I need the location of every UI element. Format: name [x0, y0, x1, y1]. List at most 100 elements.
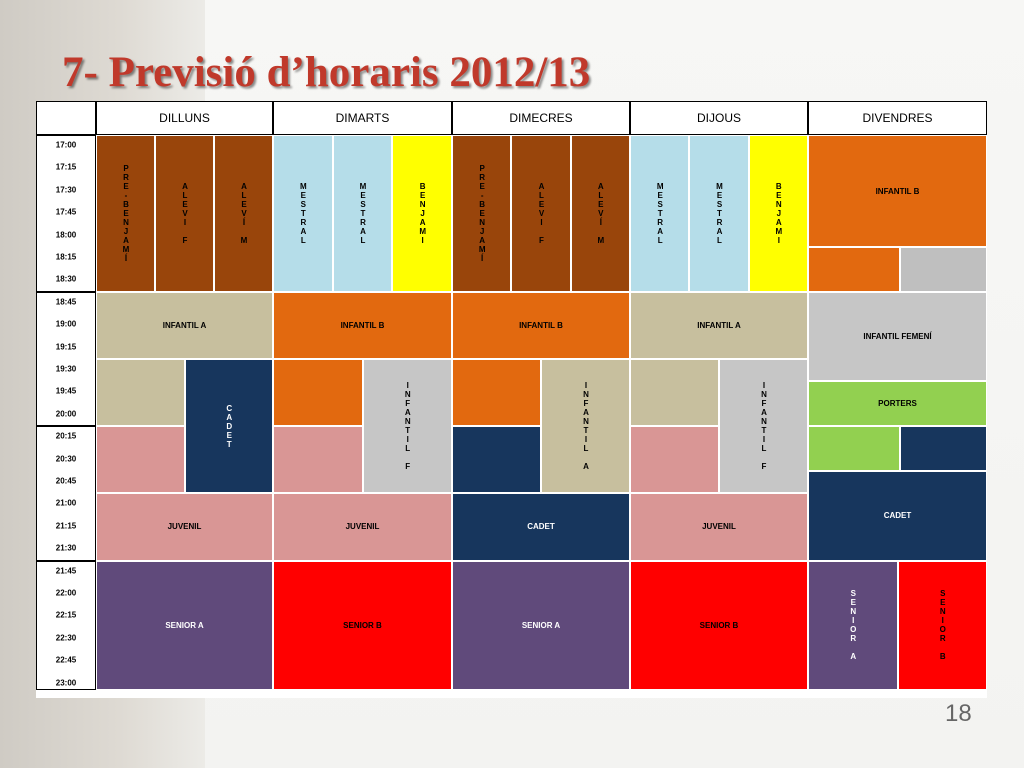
time-label: 21:45 — [55, 566, 77, 576]
infantil-b-block: INFANTIL B — [273, 291, 452, 359]
infantil-f-block: INFANTIL F — [362, 359, 452, 494]
time-label: 18:30 — [55, 274, 77, 284]
time-label: 17:00 — [55, 140, 77, 150]
pre-benjami-block: PRE-BENJAMÍ — [96, 135, 155, 292]
infantil-a-block-label: INFANTIL A — [581, 381, 591, 472]
juvenil-block-main-label: JUVENIL — [345, 522, 380, 532]
mestral-block-label: MESTRAL — [358, 181, 368, 245]
cadet-block-main: CADET — [808, 471, 987, 561]
alevi-m-block-label: ALEVÍ M — [596, 181, 606, 245]
schedule-table: DILLUNS DIMARTS DIMECRES DIJOUS DIVENDRES 17:… — [36, 101, 987, 698]
day-header-dimarts-label: DIMARTS — [335, 111, 390, 125]
senior-a-block-label: SENIOR A — [848, 589, 858, 662]
time-label: 21:15 — [55, 521, 77, 531]
benjami-block: BENJAMI — [748, 135, 808, 292]
juvenil-block-main-label: JUVENIL — [167, 522, 202, 532]
infantil-b-block-label: INFANTIL B — [519, 320, 563, 330]
infantil-b-block: INFANTIL B — [808, 135, 987, 247]
day-header-divendres-label: DIVENDRES — [862, 111, 933, 125]
day-header-dilluns: DILLUNS — [96, 101, 273, 135]
infantil-femeni-block-label: INFANTIL FEMENÍ — [863, 332, 932, 342]
infantil-a-block-label: INFANTIL A — [697, 320, 741, 330]
juvenil-block — [273, 426, 363, 494]
cadet-block-main-label: CADET — [883, 511, 912, 521]
mestral-block: MESTRAL — [332, 135, 393, 292]
mestral-block: MESTRAL — [689, 135, 749, 292]
time-label: 19:45 — [55, 386, 77, 396]
header-corner — [36, 101, 96, 135]
benjami-block: BENJAMI — [392, 135, 452, 292]
juvenil-block-main: JUVENIL — [96, 493, 273, 561]
infantil-a-block-lower — [96, 359, 185, 427]
senior-a-block: SENIOR A — [452, 560, 630, 690]
day-header-dijous-label: DIJOUS — [696, 111, 741, 125]
time-block-1 — [36, 135, 96, 292]
alevi-f-block-label: ALEVI F — [180, 181, 190, 245]
time-label: 18:45 — [55, 297, 77, 307]
alevi-m-block: ALEVÍ M — [214, 135, 273, 292]
time-label: 19:30 — [55, 364, 77, 374]
pre-benjami-block-label: PRE-BENJAMÍ — [477, 163, 487, 263]
senior-b-block: SENIOR B — [897, 560, 987, 690]
juvenil-block — [630, 426, 719, 494]
infantil-b-block-label: INFANTIL B — [340, 320, 385, 330]
alevi-f-block-label: ALEVI F — [536, 181, 546, 245]
day-header-dilluns-label: DILLUNS — [159, 111, 210, 125]
infantil-f-block-label: INFANTIL F — [759, 381, 769, 472]
time-label: 17:45 — [55, 207, 77, 217]
time-label: 17:30 — [55, 185, 77, 195]
juvenil-block-main-label: JUVENIL — [702, 522, 736, 532]
senior-a-block-label: SENIOR A — [165, 620, 204, 630]
infantil-b-block-lower — [273, 359, 363, 427]
cadet-block-notch — [900, 426, 987, 471]
senior-a-block-label: SENIOR A — [521, 620, 561, 630]
time-label: 17:15 — [55, 162, 77, 172]
time-label: 20:45 — [55, 476, 77, 486]
alevi-m-block-label: ALEVÍ M — [239, 181, 249, 245]
infantil-b-block-lower — [808, 247, 901, 292]
time-label: 19:15 — [55, 342, 77, 352]
infantil-a-block: INFANTIL A — [541, 359, 630, 494]
day-header-divendres: DIVENDRES — [808, 101, 987, 135]
time-label: 22:00 — [55, 588, 77, 598]
porters-block-lower — [808, 426, 901, 471]
time-label: 19:00 — [55, 319, 77, 329]
senior-b-block-label: SENIOR B — [938, 589, 948, 662]
time-label: 21:30 — [55, 543, 77, 553]
time-block-3 — [36, 426, 96, 561]
cadet-block-label: CADET — [224, 403, 234, 449]
time-label: 21:00 — [55, 498, 77, 508]
day-header-dimecres-label: DIMECRES — [509, 111, 573, 125]
infantil-b-block-label: INFANTIL B — [875, 186, 920, 196]
time-block-2 — [36, 291, 96, 427]
gray-filler — [900, 247, 987, 292]
juvenil-block-main: JUVENIL — [273, 493, 452, 561]
alevi-m-block: ALEVÍ M — [570, 135, 630, 292]
page-number: 18 — [945, 700, 972, 727]
time-label: 22:45 — [55, 655, 77, 665]
infantil-b-block: INFANTIL B — [452, 291, 630, 359]
mestral-block-label: MESTRAL — [655, 181, 665, 245]
mestral-block: MESTRAL — [630, 135, 690, 292]
infantil-b-block-lower — [452, 359, 541, 427]
slide-title: 7- Previsió d’horaris 2012/13 — [62, 49, 591, 96]
senior-b-block-label: SENIOR B — [699, 620, 739, 630]
mestral-block-label: MESTRAL — [714, 181, 724, 245]
time-label: 18:00 — [55, 230, 77, 240]
mestral-block: MESTRAL — [273, 135, 333, 292]
mestral-block-label: MESTRAL — [298, 181, 308, 245]
cadet-block-main-label: CADET — [527, 522, 555, 532]
alevi-f-block: ALEVI F — [155, 135, 214, 292]
time-label: 23:00 — [55, 678, 77, 688]
senior-b-block-label: SENIOR B — [343, 620, 382, 630]
infantil-a-block: INFANTIL A — [96, 291, 273, 359]
juvenil-block-main: JUVENIL — [630, 493, 808, 561]
senior-a-block: SENIOR A — [96, 560, 273, 690]
porters-block-label: PORTERS — [878, 399, 917, 409]
cadet-block — [452, 426, 541, 494]
time-label: 20:30 — [55, 454, 77, 464]
cadet-block: CADET — [184, 359, 273, 494]
cadet-block-main: CADET — [452, 493, 630, 561]
infantil-femeni-block: INFANTIL FEMENÍ — [808, 291, 987, 382]
infantil-a-block-label: INFANTIL A — [162, 320, 207, 330]
